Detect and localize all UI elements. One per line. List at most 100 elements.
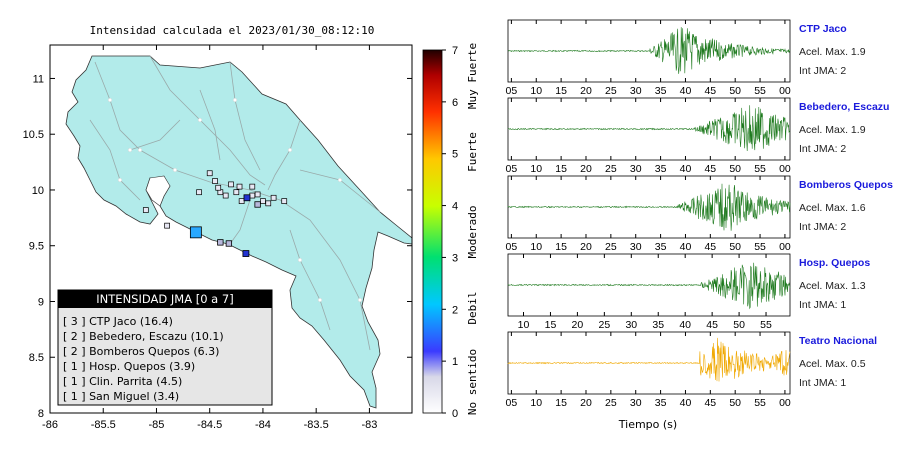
waveform-trace [507, 183, 791, 231]
waveform-trace [507, 105, 791, 152]
waveform-tick-label: 50 [729, 397, 741, 409]
minor-station-marker [281, 198, 288, 204]
station-marker [254, 201, 261, 208]
waveform-int-jma: Int JMA: 2 [799, 65, 846, 77]
station-marker [225, 240, 233, 247]
waveform-tick-label: 20 [580, 241, 592, 253]
waveform-tick-label: 10 [530, 397, 542, 409]
waveform-tick-label: 30 [630, 397, 642, 409]
lon-tick-label: -83 [361, 419, 377, 431]
lat-tick-label: 10 [32, 185, 44, 197]
waveform-station-name: Hosp. Quepos [799, 257, 870, 269]
waveform-acel-max: Acel. Max. 1.6 [799, 202, 866, 214]
waveform-tick-label: 45 [704, 241, 716, 253]
waveform-tick-label: 25 [605, 241, 617, 253]
waveform-tick-label: 00 [779, 85, 791, 97]
minor-station-marker [212, 178, 218, 184]
minor-station-marker [249, 192, 256, 199]
colorbar-scale [422, 49, 443, 414]
waveform-panel: 05 10 15 20 25 30 35 40 45 50 55 00 Bomberos Quepos A… [506, 175, 893, 253]
colorbar-tick-label: 0 [452, 408, 458, 420]
waveform-tick-label: 30 [630, 241, 642, 253]
waveform-station-name: Bebedero, Escazu [799, 101, 889, 113]
waveform-tick-label: 55 [760, 319, 772, 331]
intensity-category-label: No sentido [466, 349, 479, 415]
legend-item: [ 1 ] San Miguel (3.4) [63, 390, 179, 403]
colorbar: 0 1 2 3 4 5 6 7 No sentido Debil Moderado Fuerte Muy… [422, 43, 479, 420]
waveform-tick-label: 30 [630, 85, 642, 97]
waveform-acel-max: Acel. Max. 1.9 [799, 124, 866, 136]
lat-tick-label: 8.5 [29, 352, 44, 364]
waveform-acel-max: Acel. Max. 1.3 [799, 280, 866, 292]
waveform-tick-label: 40 [680, 241, 692, 253]
waveform-tick-label: 15 [555, 241, 567, 253]
minor-station-marker [215, 184, 222, 191]
minor-station-marker [260, 198, 266, 204]
lon-tick-label: -83.5 [304, 419, 329, 431]
waveform-tick-label: 45 [706, 319, 718, 331]
colorbar-tick-label: 2 [452, 304, 458, 316]
colorbar-tick-label: 6 [452, 97, 458, 109]
colorbar-tick-label: 5 [452, 149, 458, 161]
waveform-acel-max: Acel. Max. 0.5 [799, 358, 866, 370]
waveform-tick-label: 45 [704, 85, 716, 97]
station-marker [189, 226, 202, 239]
waveform-tick-label: 20 [580, 85, 592, 97]
waveform-tick-label: 00 [779, 397, 791, 409]
minor-station-marker [164, 222, 170, 229]
intensity-category-label: Fuerte [466, 132, 479, 172]
legend-item: [ 2 ] Bomberos Quepos (6.3) [63, 345, 219, 358]
waveform-tick-label: 15 [555, 397, 567, 409]
legend-title: INTENSIDAD JMA [0 a 7] [96, 292, 233, 306]
waveform-tick-label: 45 [704, 163, 716, 175]
lon-tick-label: -85.5 [91, 419, 116, 431]
waveform-tick-label: 35 [655, 397, 667, 409]
minor-station-marker [228, 181, 234, 188]
waveform-tick-label: 50 [729, 85, 741, 97]
station-markers [142, 170, 288, 257]
waveform-tick-label: 10 [530, 241, 542, 253]
intensity-category-label: Debil [466, 291, 479, 324]
lat-tick-label: 11 [33, 73, 44, 85]
minor-station-marker [238, 198, 245, 204]
lon-tick-label: -84 [255, 419, 271, 431]
waveform-tick-label: 15 [555, 85, 567, 97]
lat-tick-label: 8 [38, 408, 44, 420]
waveform-tick-label: 20 [580, 397, 592, 409]
waveform-tick-label: 40 [680, 85, 692, 97]
minor-station-marker [233, 189, 240, 196]
map-axes: -86 -85.5 -85 -84.5 -84 -83.5 -83 11 10.5 10 9.5 9 8… [23, 45, 412, 431]
colorbar-tick-label: 1 [452, 356, 458, 368]
minor-station-marker [249, 183, 256, 190]
minor-station-marker [206, 170, 213, 177]
legend-item: [ 1 ] Clin. Parrita (4.5) [63, 375, 182, 388]
lon-tick-label: -85 [149, 419, 165, 431]
waveform-tick-label: 55 [754, 85, 766, 97]
intensity-category-label: Moderado [466, 206, 479, 259]
waveform-tick-label: 05 [506, 241, 518, 253]
colorbar-tick-label: 3 [452, 252, 458, 264]
waveform-station-name: Bomberos Quepos [799, 179, 893, 191]
waveform-panel: 05 10 15 20 25 30 35 40 45 50 55 00 CTP Jaco Acel. Ma… [506, 19, 866, 97]
waveform-xlabel: Tiempo (s) [618, 418, 677, 431]
colorbar-tick-label: 7 [452, 45, 458, 57]
waveform-tick-label: 20 [572, 319, 584, 331]
waveform-tick-label: 00 [779, 241, 791, 253]
map-panel: Intensidad calculada el 2023/01/30_08:12… [23, 24, 413, 431]
minor-station-marker [222, 192, 229, 199]
waveform-tick-label: 20 [580, 163, 592, 175]
colorbar-tick-label: 4 [452, 201, 458, 213]
lon-tick-label: -86 [42, 419, 58, 431]
waveform-tick-label: 40 [680, 397, 692, 409]
waveform-panel: 10 15 20 25 30 35 40 45 50 55 Hosp. Quepos Acel. Ma… [507, 253, 870, 331]
lat-tick-label: 10.5 [23, 129, 44, 141]
waveform-panel: 05 10 15 20 25 30 35 40 45 50 55 00 Teatro Nacional A… [506, 331, 877, 409]
waveform-trace [507, 262, 791, 310]
waveform-trace [507, 27, 791, 74]
waveform-tick-label: 35 [652, 319, 664, 331]
waveform-tick-label: 25 [605, 85, 617, 97]
waveform-tick-label: 55 [754, 397, 766, 409]
waveform-tick-label: 05 [506, 85, 518, 97]
waveform-trace [507, 337, 791, 382]
gulf-of-nicoya [145, 175, 171, 207]
